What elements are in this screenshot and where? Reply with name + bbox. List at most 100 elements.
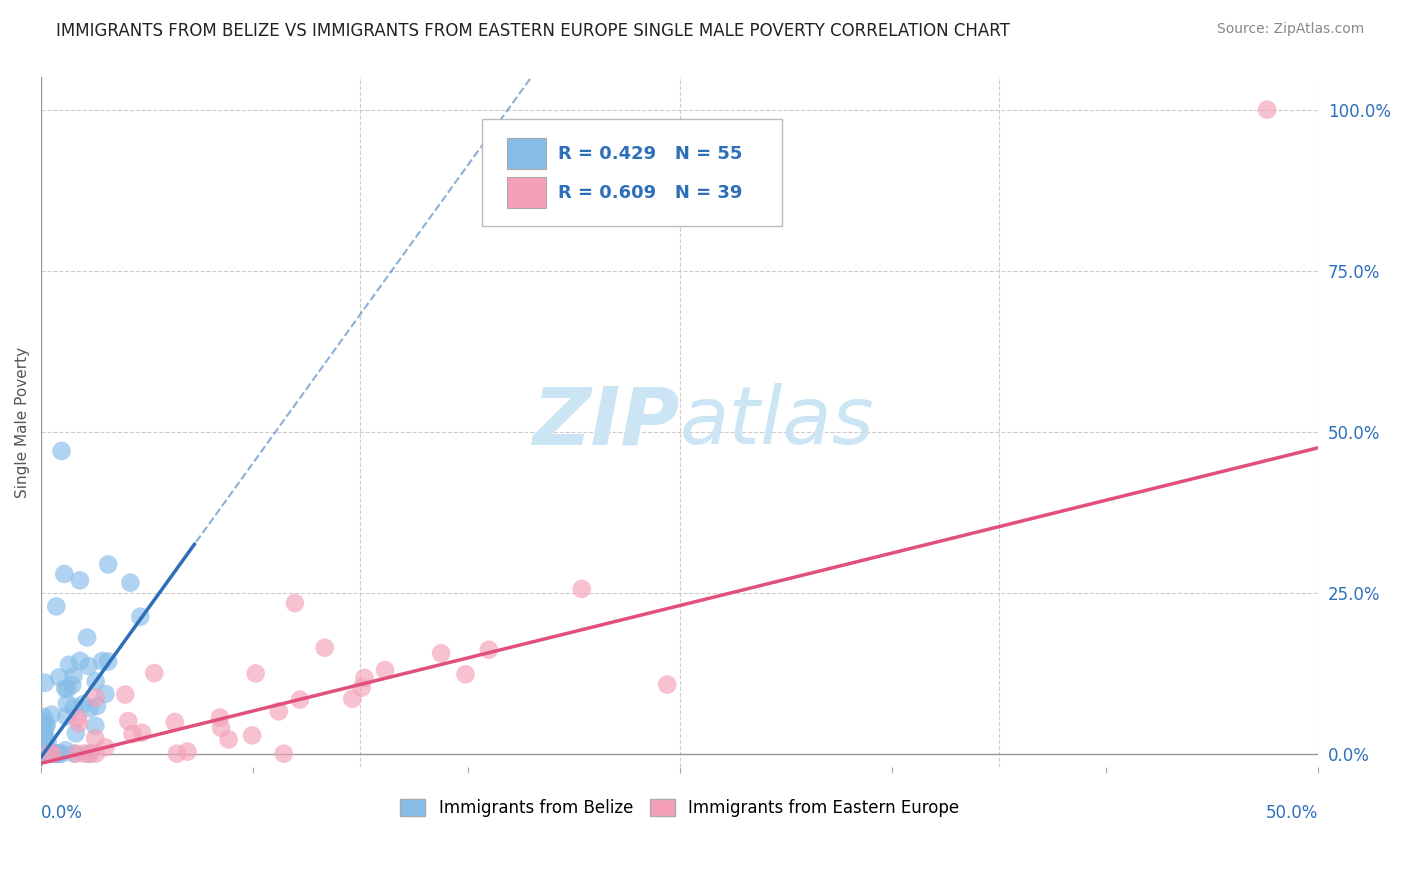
Point <box>65 747 87 761</box>
Point <box>41 745 63 759</box>
Point <box>37 735 59 749</box>
Point <box>45 599 67 614</box>
Text: R = 0.429   N = 55: R = 0.429 N = 55 <box>558 145 742 163</box>
Point <box>69 574 91 588</box>
Point <box>53 566 76 581</box>
FancyBboxPatch shape <box>482 119 782 226</box>
Point <box>120 575 142 590</box>
Point <box>56 697 79 711</box>
Point <box>143 666 166 681</box>
Text: 50.0%: 50.0% <box>1265 805 1319 822</box>
Point <box>166 747 188 761</box>
Point <box>67 716 90 731</box>
FancyBboxPatch shape <box>508 138 546 169</box>
Point <box>62 669 84 683</box>
Point <box>32 747 55 761</box>
Point <box>208 710 231 724</box>
Point <box>350 681 373 695</box>
Point <box>209 721 232 735</box>
Point <box>53 681 76 696</box>
Point <box>39 747 62 761</box>
Point <box>117 714 139 728</box>
Point <box>32 727 55 741</box>
Point <box>478 642 501 657</box>
Point <box>32 725 55 739</box>
Legend: Immigrants from Belize, Immigrants from Eastern Europe: Immigrants from Belize, Immigrants from … <box>394 792 966 823</box>
Point <box>41 747 63 761</box>
Point <box>430 646 453 660</box>
Point <box>353 671 375 685</box>
Point <box>240 728 263 742</box>
Point <box>66 711 89 725</box>
Point <box>97 558 120 572</box>
Point <box>84 719 107 733</box>
Point <box>35 731 58 745</box>
Point <box>129 609 152 624</box>
Point <box>77 747 100 761</box>
Point <box>32 715 55 730</box>
Text: IMMIGRANTS FROM BELIZE VS IMMIGRANTS FROM EASTERN EUROPE SINGLE MALE POVERTY COR: IMMIGRANTS FROM BELIZE VS IMMIGRANTS FRO… <box>56 22 1010 40</box>
Point <box>97 655 120 669</box>
Point <box>55 743 77 757</box>
Point <box>121 727 143 741</box>
Point <box>51 444 73 458</box>
Point <box>454 667 477 681</box>
Point <box>35 719 58 733</box>
Point <box>60 678 83 692</box>
Point <box>84 690 107 705</box>
Point <box>34 747 56 761</box>
Point <box>63 747 86 761</box>
Point <box>218 732 240 747</box>
Point <box>65 726 87 740</box>
Point <box>55 709 77 723</box>
Point <box>374 663 396 677</box>
Point <box>657 677 679 691</box>
Point <box>284 596 307 610</box>
Text: ZIP: ZIP <box>533 383 679 461</box>
Y-axis label: Single Male Poverty: Single Male Poverty <box>15 346 30 498</box>
Point <box>77 659 100 673</box>
Text: R = 0.609   N = 39: R = 0.609 N = 39 <box>558 185 742 202</box>
Point <box>273 747 295 761</box>
Point <box>79 701 101 715</box>
Point <box>32 742 55 756</box>
Point <box>91 654 114 668</box>
Point <box>32 710 55 724</box>
Point <box>32 747 55 761</box>
Point <box>79 747 101 761</box>
Point <box>45 747 67 761</box>
Point <box>314 640 336 655</box>
Point <box>571 582 593 596</box>
FancyBboxPatch shape <box>508 178 546 209</box>
Point <box>131 725 153 739</box>
Point <box>288 692 311 706</box>
Point <box>176 745 198 759</box>
Point <box>86 699 108 714</box>
Point <box>32 747 55 761</box>
Point <box>114 688 136 702</box>
Point <box>46 747 69 761</box>
Point <box>44 747 66 761</box>
Point <box>342 691 364 706</box>
Point <box>163 714 186 729</box>
Point <box>37 747 59 761</box>
Point <box>35 717 58 731</box>
Point <box>56 681 79 696</box>
Point <box>69 654 91 668</box>
Point <box>51 747 73 761</box>
Text: 0.0%: 0.0% <box>41 805 83 822</box>
Point <box>94 740 117 755</box>
Point <box>63 700 86 714</box>
Point <box>72 698 94 712</box>
Point <box>73 747 96 761</box>
Point <box>94 687 117 701</box>
Text: Source: ZipAtlas.com: Source: ZipAtlas.com <box>1216 22 1364 37</box>
Point <box>76 631 98 645</box>
Point <box>84 674 107 689</box>
Point <box>34 675 56 690</box>
Point <box>58 657 80 672</box>
Point <box>84 731 107 746</box>
Point <box>1256 103 1278 117</box>
Point <box>41 707 63 722</box>
Point <box>84 747 107 761</box>
